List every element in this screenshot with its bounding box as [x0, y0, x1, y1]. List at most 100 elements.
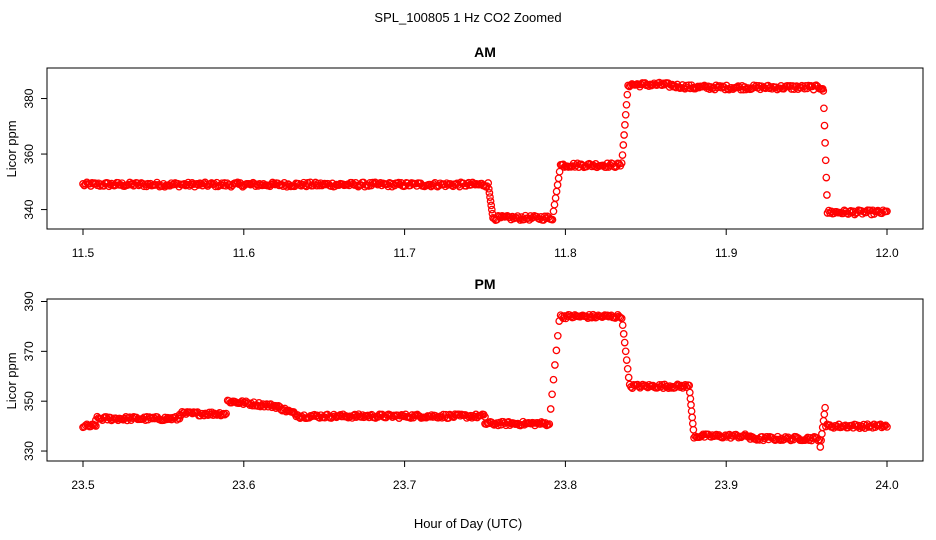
- am-y-tick-label: 340: [22, 199, 36, 219]
- am-data-point: [550, 200, 559, 209]
- pm-data-point: [219, 409, 228, 418]
- am-x-tick-label: 11.5: [72, 246, 95, 260]
- pm-data-point: [272, 401, 280, 410]
- am-data-point: [487, 201, 496, 210]
- pm-data-point: [621, 347, 630, 356]
- pm-data-point: [165, 415, 173, 424]
- pm-x-tick-label: 23.5: [71, 478, 95, 492]
- am-data-point: [555, 167, 564, 176]
- pm-data-point: [620, 338, 629, 347]
- x-axis-label: Hour of Day (UTC): [414, 516, 522, 531]
- am-x-tick-label: 11.9: [715, 246, 738, 260]
- am-panel-title: AM: [474, 44, 496, 60]
- am-data-points: [79, 78, 891, 224]
- am-data-point: [484, 184, 493, 193]
- am-data-point: [620, 131, 628, 139]
- am-y-tick-label: 360: [22, 144, 36, 164]
- am-data-point: [820, 104, 828, 113]
- pm-data-point: [549, 375, 558, 384]
- pm-data-point: [551, 361, 559, 369]
- am-data-point: [821, 139, 829, 147]
- am-x-tick-label: 12.0: [875, 246, 899, 260]
- am-data-point: [699, 82, 707, 91]
- pm-x-axis: 23.5 23.6 23.7 23.8 23.9 24.0: [71, 460, 899, 492]
- pm-y-axis: 330 350 370 390: [22, 291, 48, 461]
- am-data-point: [552, 187, 561, 196]
- pm-data-point: [161, 413, 169, 422]
- pm-data-point: [629, 380, 638, 389]
- am-data-point: [822, 173, 831, 182]
- am-y-axis-label: Licor ppm: [4, 120, 19, 177]
- pm-data-points: [79, 310, 891, 451]
- pm-data-point: [552, 346, 561, 355]
- pm-panel-title: PM: [475, 276, 496, 292]
- am-data-point: [766, 83, 775, 91]
- am-x-axis: 11.5 11.6 11.7 11.8 11.9 12.0: [72, 228, 899, 260]
- pm-data-point: [616, 313, 625, 322]
- am-data-point: [819, 87, 828, 95]
- pm-data-point: [689, 425, 698, 434]
- am-data-point: [623, 90, 632, 99]
- am-data-point: [247, 180, 256, 188]
- pm-data-point: [688, 413, 697, 422]
- am-data-point: [823, 191, 831, 199]
- am-data-point: [551, 194, 560, 202]
- am-data-point: [622, 100, 631, 109]
- pm-data-point: [818, 430, 826, 438]
- am-data-point: [659, 79, 668, 88]
- am-panel: AM Licor ppm 11.5 11.6 11.7 11.8 11.9 12.0 34…: [4, 44, 924, 260]
- am-data-point: [486, 193, 494, 201]
- pm-y-axis-label: Licor ppm: [4, 352, 19, 409]
- am-data-point: [485, 189, 494, 197]
- pm-data-point: [248, 401, 257, 410]
- pm-data-point: [881, 421, 890, 430]
- pm-data-point: [685, 388, 694, 397]
- pm-data-point: [624, 373, 633, 382]
- pm-data-point: [546, 405, 555, 413]
- pm-data-point: [545, 420, 554, 428]
- am-data-point: [602, 163, 610, 172]
- pm-data-point: [618, 321, 627, 330]
- pm-x-tick-label: 23.7: [393, 478, 417, 492]
- am-data-point: [549, 207, 558, 216]
- am-data-point: [621, 121, 629, 129]
- pm-data-point: [274, 402, 283, 410]
- am-data-point: [486, 197, 495, 206]
- am-x-tick-label: 11.8: [554, 246, 577, 260]
- pm-data-point: [218, 410, 227, 419]
- am-data-point: [619, 141, 628, 149]
- am-data-point: [820, 121, 829, 130]
- pm-data-point: [220, 410, 229, 419]
- pm-y-tick-label: 370: [22, 341, 36, 361]
- am-x-tick-label: 11.7: [393, 246, 416, 260]
- am-data-point: [617, 159, 626, 167]
- am-y-tick-label: 380: [22, 88, 36, 108]
- pm-y-tick-label: 330: [22, 441, 36, 461]
- am-data-point: [211, 182, 220, 191]
- pm-x-tick-label: 23.9: [715, 478, 739, 492]
- am-data-point: [648, 80, 657, 89]
- pm-data-point: [883, 423, 891, 431]
- pm-data-point: [553, 331, 562, 340]
- pm-data-point: [622, 356, 631, 364]
- pm-data-point: [821, 403, 829, 412]
- pm-data-point: [687, 401, 695, 409]
- pm-x-tick-label: 23.6: [232, 478, 256, 492]
- am-data-point: [821, 156, 830, 165]
- pm-data-point: [687, 407, 696, 416]
- pm-y-tick-label: 390: [22, 291, 36, 311]
- pm-x-tick-label: 23.8: [554, 478, 578, 492]
- pm-x-tick-label: 24.0: [875, 478, 899, 492]
- am-data-point: [548, 215, 557, 224]
- am-data-point: [487, 205, 496, 214]
- pm-data-point: [548, 390, 556, 399]
- pm-data-point: [816, 443, 825, 451]
- am-data-point: [553, 181, 562, 189]
- pm-data-point: [222, 409, 230, 418]
- pm-data-point: [619, 330, 628, 338]
- pm-data-point: [623, 364, 632, 373]
- am-data-point: [618, 151, 627, 159]
- pm-y-tick-label: 350: [22, 391, 36, 411]
